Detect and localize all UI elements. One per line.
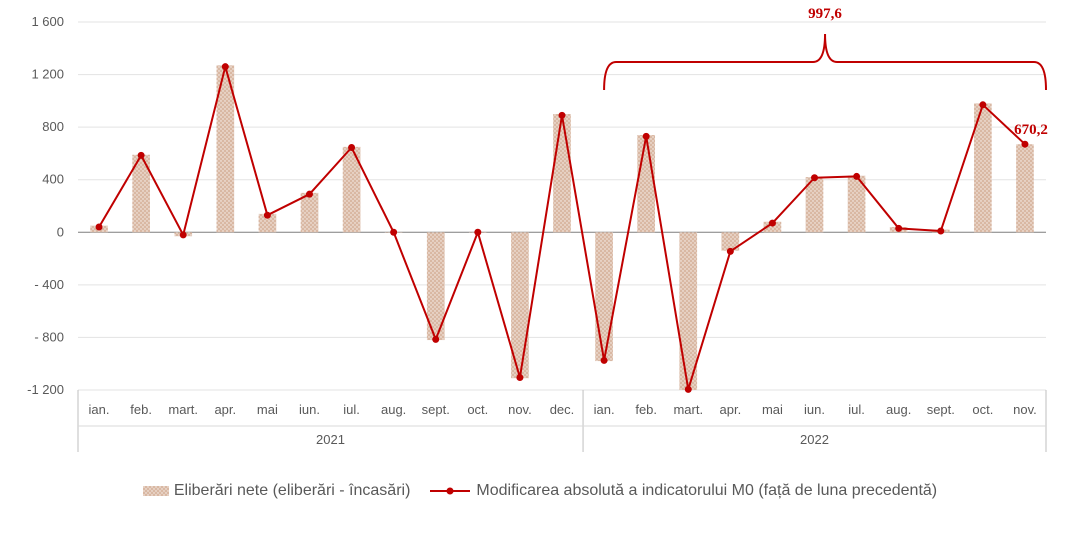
y-tick-label: 1 200 xyxy=(31,67,64,82)
legend-item-line[interactable]: Modificarea absolută a indicatorului M0 … xyxy=(430,482,937,500)
bar xyxy=(511,232,529,379)
line-point xyxy=(305,190,313,198)
bar xyxy=(847,175,866,233)
line-point xyxy=(95,223,103,231)
legend-bar-label: Eliberări nete (eliberări - încasări) xyxy=(173,482,411,499)
bar xyxy=(258,213,277,233)
line-point xyxy=(979,101,987,109)
line-point xyxy=(684,385,692,393)
x-tick-label: iun. xyxy=(804,402,825,417)
legend-bar-swatch xyxy=(142,486,169,496)
bar xyxy=(1016,144,1034,233)
legend-item-bars[interactable]: Eliberări nete (eliberări - încasări) xyxy=(142,482,411,500)
x-tick-label: mai xyxy=(762,402,783,417)
y-tick-label: - 800 xyxy=(34,329,64,344)
x-tick-label: apr. xyxy=(720,402,742,417)
line-series xyxy=(95,63,1029,393)
y-tick-label: 400 xyxy=(42,172,64,187)
x-tick-label: aug. xyxy=(886,402,911,417)
y-tick-label: 800 xyxy=(42,119,64,134)
bar xyxy=(426,232,445,341)
annotations: 997,6 670,2 xyxy=(603,6,1048,138)
legend-line-label: Modificarea absolută a indicatorului M0 … xyxy=(476,482,938,499)
x-tick-label: oct. xyxy=(467,402,488,417)
bar xyxy=(342,146,361,233)
year-label: 2021 xyxy=(316,432,345,447)
line-point xyxy=(853,172,861,180)
line-point xyxy=(895,224,903,232)
line-point xyxy=(179,231,187,239)
bar xyxy=(721,232,740,251)
y-tick-label: - 400 xyxy=(34,277,64,292)
x-tick-label: sept. xyxy=(422,402,450,417)
bar xyxy=(595,232,613,362)
line-point xyxy=(221,63,229,71)
x-tick-label: iul. xyxy=(848,402,865,417)
x-tick-label: apr. xyxy=(214,402,236,417)
line-point xyxy=(263,211,271,219)
line-point xyxy=(516,374,524,382)
y-tick-label: 1 600 xyxy=(31,14,64,29)
x-tick-label: dec. xyxy=(550,402,575,417)
x-tick-label: ian. xyxy=(89,402,110,417)
x-tick-label: mai xyxy=(257,402,278,417)
x-tick-label: nov. xyxy=(1013,402,1037,417)
line-point xyxy=(348,144,356,152)
x-tick-label: aug. xyxy=(381,402,406,417)
bar xyxy=(974,103,992,233)
annotation-total: 997,6 xyxy=(808,6,842,22)
line-point xyxy=(432,335,440,343)
x-tick-label: nov. xyxy=(508,402,532,417)
bar xyxy=(553,114,571,233)
x-axis: ian. feb. mart. apr. mai iun. iul. aug. sept. oct… xyxy=(77,390,1047,452)
x-tick-label: mart. xyxy=(168,402,198,417)
legend-line-swatch xyxy=(430,487,471,495)
bar xyxy=(300,192,319,233)
line-point xyxy=(558,111,566,119)
x-tick-label: feb. xyxy=(130,402,152,417)
bar xyxy=(805,177,824,233)
line-point xyxy=(937,227,945,235)
bar xyxy=(216,65,235,233)
x-tick-label: oct. xyxy=(972,402,993,417)
y-axis: 1 600 1 200 800 400 0 - 400 - 800 -1 200 xyxy=(27,14,64,397)
line-point xyxy=(811,174,819,182)
line-point xyxy=(600,356,608,364)
x-tick-label: mart. xyxy=(673,402,703,417)
brace xyxy=(603,33,1047,91)
line-point xyxy=(390,228,398,236)
line-point xyxy=(474,228,482,236)
x-tick-label: feb. xyxy=(635,402,657,417)
bar xyxy=(763,221,782,233)
bar xyxy=(132,154,150,233)
line-point xyxy=(768,219,776,227)
legend: Eliberări nete (eliberări - încasări) Mo… xyxy=(0,482,1080,500)
bar xyxy=(679,232,698,390)
line-point xyxy=(642,132,650,140)
line-point xyxy=(726,247,734,255)
x-tick-label: iun. xyxy=(299,402,320,417)
x-tick-label: ian. xyxy=(594,402,615,417)
bar xyxy=(637,135,656,233)
y-tick-label: -1 200 xyxy=(27,382,64,397)
y-tick-label: 0 xyxy=(57,224,64,239)
x-tick-label: iul. xyxy=(343,402,360,417)
x-tick-label: sept. xyxy=(927,402,955,417)
line-point xyxy=(137,151,145,159)
year-label: 2022 xyxy=(800,432,829,447)
line-point xyxy=(1021,140,1029,148)
annotation-last-value: 670,2 xyxy=(1014,122,1048,138)
